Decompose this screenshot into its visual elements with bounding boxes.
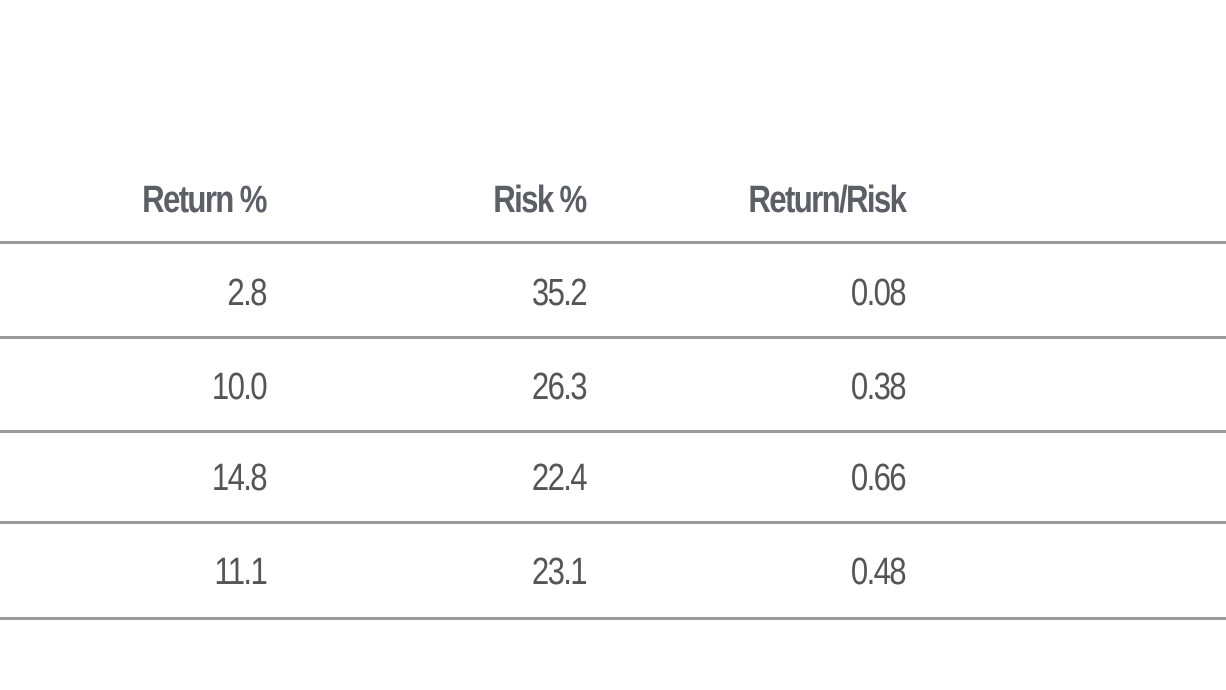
table-cell: 0.48 <box>850 551 907 593</box>
table-cell: 0.08 <box>850 272 907 314</box>
table-cell: 35.2 <box>531 272 588 314</box>
table-cell: 0.38 <box>850 366 907 408</box>
column-header: Return % <box>142 179 267 221</box>
column-header: Return/Risk <box>748 179 906 221</box>
row-rule <box>0 430 1226 433</box>
table-cell: 0.66 <box>850 457 907 499</box>
table-cell: 22.4 <box>531 457 588 499</box>
table-cell: 10.0 <box>211 366 268 408</box>
table-cell: 23.1 <box>531 551 588 593</box>
row-rule <box>0 521 1226 524</box>
bottom-rule <box>0 617 1226 620</box>
table-cell: 2.8 <box>227 272 268 314</box>
table-cell: 11.1 <box>214 551 267 593</box>
table-cell: 14.8 <box>211 457 268 499</box>
header-rule <box>0 241 1226 244</box>
column-header: Risk % <box>493 179 588 221</box>
table-cell: 26.3 <box>531 366 588 408</box>
row-rule <box>0 336 1226 339</box>
